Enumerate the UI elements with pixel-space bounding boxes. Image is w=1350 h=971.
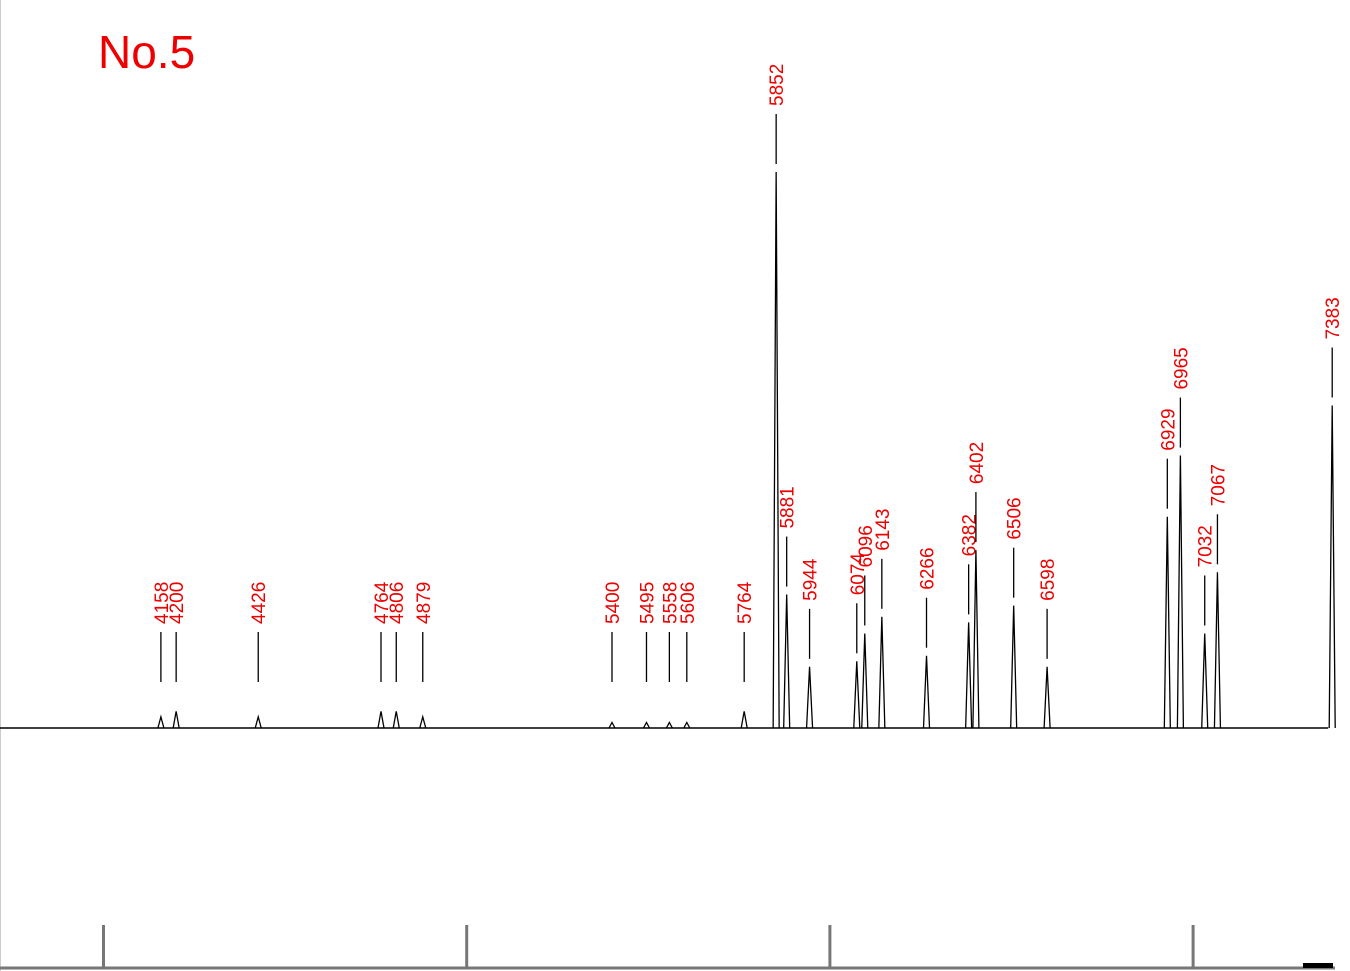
peak-label: 4158 <box>152 582 173 624</box>
peak-label: 5606 <box>678 582 699 624</box>
peak-label: 6506 <box>1005 497 1026 539</box>
peak-label: 6143 <box>873 509 894 551</box>
peak <box>665 721 673 729</box>
peak <box>805 666 814 729</box>
peak <box>1163 516 1171 729</box>
peak-label: 6074 <box>848 553 869 596</box>
peak-label: 7032 <box>1196 525 1217 567</box>
peak <box>1043 666 1051 729</box>
peak-label: 6096 <box>856 525 877 567</box>
peak <box>1176 455 1185 729</box>
peak-label: 5944 <box>801 558 822 601</box>
peak <box>1201 633 1209 729</box>
peak-label: 6382 <box>960 514 981 556</box>
peak <box>1010 605 1018 729</box>
peak <box>377 711 385 729</box>
peak <box>853 661 861 729</box>
peak-label: 5558 <box>660 582 681 624</box>
peak-label: 5852 <box>767 64 788 106</box>
peak-label: 5400 <box>603 582 624 624</box>
peak <box>608 721 616 729</box>
peak-label: 4426 <box>249 582 270 624</box>
peak <box>772 171 780 729</box>
peak-label: 4200 <box>167 582 188 624</box>
peak <box>392 711 400 729</box>
peak <box>878 616 886 729</box>
peak-label: 6929 <box>1158 408 1179 450</box>
peak <box>683 721 691 729</box>
peak-label: 6402 <box>967 442 988 484</box>
peak <box>157 714 165 729</box>
peak <box>254 714 262 729</box>
peak-label: 4764 <box>372 581 393 624</box>
peak-label: 7067 <box>1208 464 1229 506</box>
peak-label: 4806 <box>387 582 408 624</box>
peak-label: 5764 <box>735 581 756 624</box>
peak <box>1328 405 1336 729</box>
peak <box>972 550 980 729</box>
peak <box>783 594 791 729</box>
peak-label: 6965 <box>1171 347 1192 389</box>
peak <box>172 711 180 729</box>
peak <box>419 714 427 729</box>
peak-label: 7383 <box>1323 297 1344 339</box>
peak-label: 5881 <box>778 486 799 528</box>
peak-label: 6598 <box>1038 559 1059 601</box>
scale-marker <box>1303 963 1333 968</box>
peak <box>642 721 651 729</box>
chart-title: No.5 <box>98 26 195 78</box>
peak-label: 5495 <box>637 582 658 624</box>
peak <box>740 711 748 729</box>
peak-label: 4879 <box>414 582 435 624</box>
peak <box>1213 572 1222 729</box>
peak <box>964 622 973 729</box>
peak-label: 6266 <box>918 547 939 589</box>
peak <box>922 655 931 729</box>
peak <box>861 633 869 729</box>
